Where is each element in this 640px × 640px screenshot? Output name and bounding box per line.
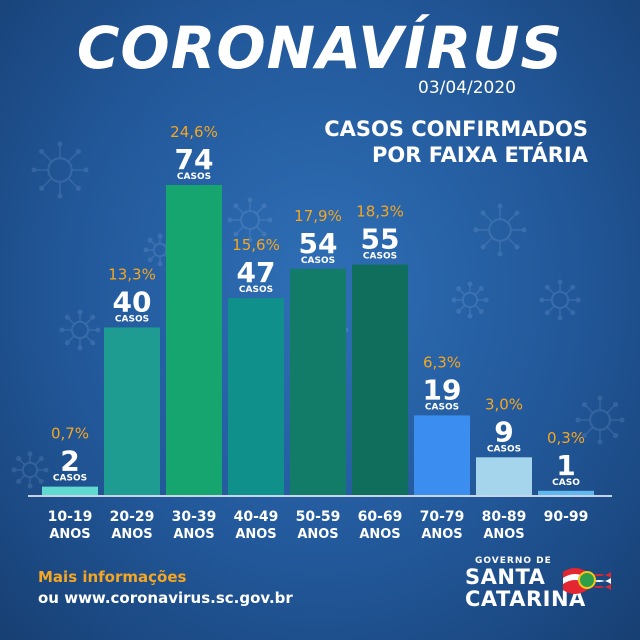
value-label: 74 (175, 143, 214, 176)
value-label: 55 (361, 223, 400, 256)
bar (228, 298, 284, 495)
category-label: 60-69 (358, 509, 403, 525)
value-label: 2 (60, 445, 79, 478)
unit-label: CASOS (363, 252, 397, 262)
logo-line-1: GOVERNO DE (475, 556, 552, 566)
virus-icon (473, 203, 527, 257)
bar (538, 490, 594, 495)
category-label: 40-49 (234, 509, 279, 525)
logo-line-3: CATARINA (465, 587, 586, 611)
category-sublabel: ANOS (297, 527, 338, 542)
category-label: 80-89 (482, 509, 527, 525)
virus-icon (575, 395, 625, 445)
percentage-label: 6,3% (423, 353, 461, 371)
category-sublabel: ANOS (483, 527, 524, 542)
subtitle-line-2: POR FAIXA ETÁRIA (371, 143, 588, 167)
percentage-label: 13,3% (108, 265, 156, 283)
category-sublabel: ANOS (173, 527, 214, 542)
virus-icon (31, 141, 89, 199)
virus-icon (11, 451, 49, 489)
bar (476, 457, 532, 495)
virus-icon (451, 281, 489, 319)
virus-icon (227, 197, 273, 243)
category-sublabel: ANOS (235, 527, 276, 542)
bar (352, 264, 408, 495)
unit-label: CASOS (53, 474, 87, 484)
category-label: 50-59 (296, 509, 341, 525)
page-title: CORONAVÍRUS (76, 14, 564, 82)
value-label: 54 (299, 227, 338, 260)
category-sublabel: ANOS (111, 527, 152, 542)
category-sublabel: ANOS (359, 527, 400, 542)
percentage-label: 3,0% (485, 395, 523, 413)
more-info-url[interactable]: ou www.coronavirus.sc.gov.br (38, 589, 293, 607)
bar (104, 327, 160, 495)
value-label: 47 (237, 256, 276, 289)
unit-label: CASOS (177, 172, 211, 182)
category-label: 70-79 (420, 509, 465, 525)
value-label: 9 (494, 415, 513, 448)
value-label: 40 (113, 285, 152, 318)
flag-icon (563, 568, 611, 594)
chart-subtitle: CASOS CONFIRMADOS POR FAIXA ETÁRIA (324, 116, 588, 168)
unit-label: CASO (552, 478, 580, 488)
bar (290, 268, 346, 495)
unit-label: CASOS (115, 314, 149, 324)
category-sublabel: ANOS (49, 527, 90, 542)
percentage-label: 24,6% (170, 123, 218, 141)
percentage-label: 0,3% (547, 429, 585, 447)
category-label: 90-99 (544, 509, 589, 525)
bar (42, 486, 98, 495)
value-label: 19 (423, 373, 462, 406)
category-label: 30-39 (172, 509, 217, 525)
virus-icon (539, 279, 581, 321)
percentage-label: 0,7% (51, 425, 89, 443)
category-label: 20-29 (110, 509, 155, 525)
logo-line-2: SANTA (465, 565, 546, 589)
unit-label: CASOS (487, 444, 521, 454)
percentage-label: 15,6% (232, 236, 280, 254)
category-label: 10-19 (48, 509, 93, 525)
value-label: 1 (556, 449, 575, 482)
more-info-label: Mais informações (38, 568, 187, 586)
virus-icon (59, 309, 101, 351)
unit-label: CASOS (301, 256, 335, 266)
category-sublabel: ANOS (421, 527, 462, 542)
date-label: 03/04/2020 (418, 78, 516, 98)
unit-label: CASOS (425, 402, 459, 412)
more-info: Mais informações ou www.coronavirus.sc.g… (38, 567, 293, 609)
unit-label: CASOS (239, 285, 273, 295)
bar (414, 415, 470, 495)
government-logo: GOVERNO DE SANTA CATARINA (465, 556, 615, 610)
bar (166, 185, 222, 495)
percentage-label: 17,9% (294, 207, 342, 225)
percentage-label: 18,3% (356, 203, 404, 221)
subtitle-line-1: CASOS CONFIRMADOS (324, 117, 588, 141)
